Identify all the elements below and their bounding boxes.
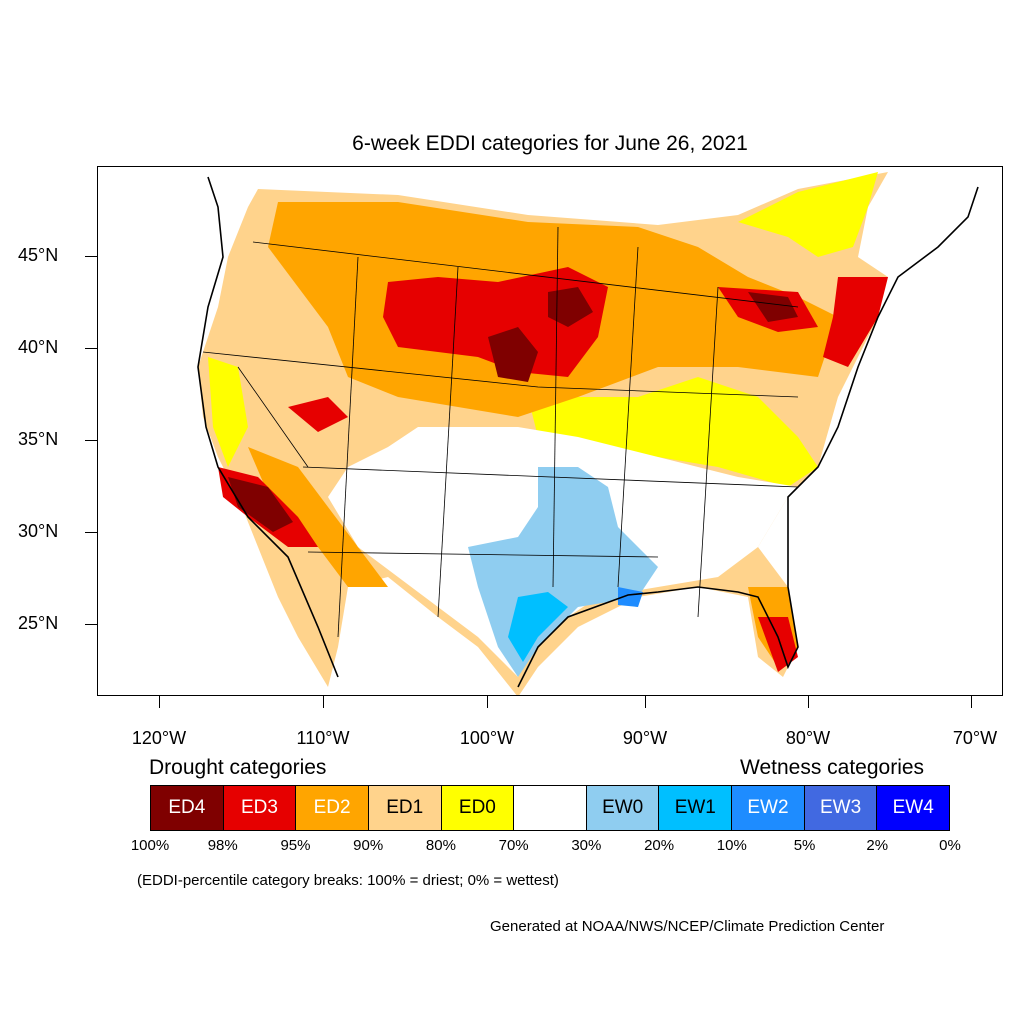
legend-box-ed2: ED2 [296, 786, 369, 830]
percentile-label: 95% [280, 837, 311, 854]
region-ed3-west [288, 397, 348, 432]
legend-box-ew2: EW2 [732, 786, 805, 830]
lon-tick [159, 696, 160, 708]
percentile-label: 20% [644, 837, 675, 854]
percentile-label: 100% [130, 837, 170, 854]
lon-tick [645, 696, 646, 708]
legend-box-ew0: EW0 [586, 786, 660, 830]
region-ew1-gulf [508, 592, 568, 662]
legend-box-ed1: ED1 [368, 786, 442, 830]
percentile-label: 98% [207, 837, 238, 854]
region-ed3-northeast [823, 277, 888, 367]
legend-box-ew4: EW4 [877, 786, 950, 830]
lon-tick [808, 696, 809, 708]
lat-label-25: 25°N [18, 613, 59, 633]
region-ed0-north [738, 172, 878, 257]
lat-label-40: 40°N [18, 337, 59, 357]
wetness-heading: Wetness categories [740, 756, 925, 779]
lat-tick [85, 440, 97, 441]
lat-label-45: 45°N [18, 245, 59, 265]
region-ew2-louisiana [618, 587, 643, 607]
lon-label-100w: 100°W [459, 728, 515, 748]
percentile-label: 10% [716, 837, 747, 854]
legend-box-ew3: EW3 [804, 786, 878, 830]
percentile-label: 5% [793, 837, 816, 854]
region-ed3-florida [758, 617, 798, 672]
region-ed4-southwest [228, 477, 293, 532]
percentile-label: 2% [866, 837, 889, 854]
lon-label-110w: 110°W [296, 728, 350, 748]
percentile-label: 70% [498, 837, 529, 854]
legend-box-ew1: EW1 [659, 786, 733, 830]
percentile-label: 0% [939, 837, 961, 854]
region-ed0-east [528, 377, 818, 487]
legend-box-ed3: ED3 [223, 786, 297, 830]
lat-label-35: 35°N [18, 429, 59, 449]
lat-tick [85, 624, 97, 625]
lon-tick [323, 696, 324, 708]
lon-label-80w: 80°W [785, 728, 831, 748]
lon-label-70w: 70°W [952, 728, 998, 748]
lat-label-30: 30°N [18, 521, 59, 541]
legend-note: (EDDI-percentile category breaks: 100% =… [137, 872, 559, 889]
region-ed2-southwest [248, 447, 388, 587]
drought-heading: Drought categories [149, 756, 327, 779]
legend-box-ed4: ED4 [151, 786, 224, 830]
lon-tick [487, 696, 488, 708]
state-boundaries [202, 226, 799, 638]
map-title: 6-week EDDI categories for June 26, 2021 [352, 132, 748, 155]
legend-box-neutral [514, 786, 587, 830]
percentile-label: 30% [571, 837, 602, 854]
percentile-label: 90% [353, 837, 384, 854]
lat-tick [85, 348, 97, 349]
lon-label-90w: 90°W [622, 728, 668, 748]
region-ed4-minnesota [548, 287, 593, 327]
coastline [197, 176, 979, 688]
category-legend: ED4 ED3 ED2 ED1 ED0 EW0 EW1 EW2 EW3 EW4 [150, 785, 950, 831]
lat-tick [85, 532, 97, 533]
region-ed4-dakotas [488, 327, 538, 382]
map-frame [97, 166, 1003, 696]
region-ed0-west [208, 357, 248, 467]
percentile-label: 80% [425, 837, 456, 854]
legend-box-ed0: ED0 [441, 786, 515, 830]
region-ed4-ontario [748, 292, 798, 322]
eddi-map [197, 172, 979, 695]
lon-label-120w: 120°W [131, 728, 187, 748]
lon-tick [971, 696, 972, 708]
credit-line: Generated at NOAA/NWS/NCEP/Climate Predi… [490, 918, 885, 935]
lat-tick [85, 256, 97, 257]
